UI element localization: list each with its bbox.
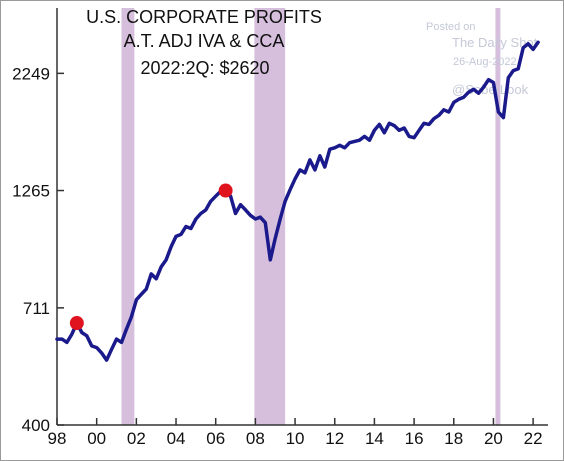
x-tick-label: 00 (87, 429, 106, 448)
y-tick-label: 2249 (12, 64, 50, 83)
watermark-handle: @SoberLook (452, 82, 529, 97)
chart-title: U.S. CORPORATE PROFITS A.T. ADJ IVA & CC… (86, 7, 322, 78)
chart-title-line-2: A.T. ADJ IVA & CCA (124, 31, 285, 51)
recession-band (121, 8, 135, 425)
peak-marker (218, 183, 233, 198)
x-tick-label: 10 (286, 429, 305, 448)
peak-marker (69, 316, 84, 331)
peak-markers (69, 183, 233, 331)
x-tick-label: 16 (405, 429, 424, 448)
recession-band (495, 8, 501, 425)
series-line-corporate-profits (55, 40, 540, 362)
watermark-date: 26-Aug-2022 (453, 56, 517, 68)
x-tick-label: 06 (206, 429, 225, 448)
y-tick-label: 711 (23, 299, 50, 318)
x-tick-label: 20 (484, 429, 503, 448)
x-tick-label: 98 (48, 429, 67, 448)
watermark-posted-on: Posted on (426, 21, 476, 33)
x-tick-label: 22 (524, 429, 543, 448)
x-tick-label: 18 (444, 429, 463, 448)
watermark-source: The Daily Shot (452, 35, 538, 50)
watermark: Posted on The Daily Shot 26-Aug-2022 @So… (426, 21, 538, 97)
x-tick-label: 12 (325, 429, 344, 448)
y-tick-label: 400 (22, 416, 50, 435)
x-tick-label: 04 (167, 429, 186, 448)
x-tick-label: 08 (246, 429, 265, 448)
x-axis-ticks: 98 00 02 04 06 08 10 12 14 16 18 20 22 (48, 418, 543, 448)
x-tick-label: 14 (365, 429, 384, 448)
x-tick-label: 02 (127, 429, 146, 448)
y-tick-label: 1265 (12, 182, 50, 201)
chart-title-line-1: U.S. CORPORATE PROFITS (86, 7, 322, 27)
chart-title-line-3: 2022:2Q: $2620 (140, 58, 269, 78)
y-axis-ticks: 400 711 1265 2249 (12, 64, 64, 435)
